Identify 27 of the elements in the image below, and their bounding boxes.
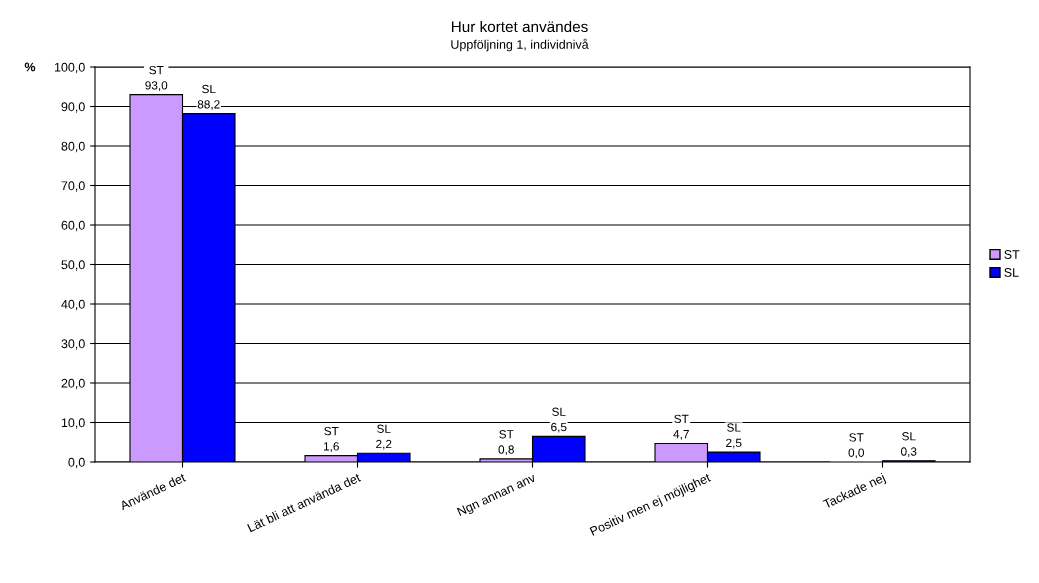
y-tick-label: 80,0 xyxy=(61,141,85,153)
y-tick-label: 10,0 xyxy=(61,418,85,429)
y-tick-label: 30,0 xyxy=(61,339,85,350)
chart-title: Hur kortet användes xyxy=(451,20,588,33)
y-tick-label: 40,0 xyxy=(61,299,85,311)
data-label: SL 2,2 xyxy=(376,424,392,450)
y-tick-label: 50,0 xyxy=(61,260,85,271)
data-label: SL 2,5 xyxy=(726,423,742,449)
data-label: SL 0,3 xyxy=(901,432,917,458)
data-label: SL 6,5 xyxy=(551,407,567,433)
data-label: ST 0,8 xyxy=(498,430,514,456)
legend-label: ST xyxy=(1004,250,1020,259)
x-tick-label: Ngn annan anv xyxy=(456,472,538,519)
y-tick-label: 90,0 xyxy=(61,102,85,113)
y-tick-label: 20,0 xyxy=(61,378,85,390)
data-label: ST 93,0 xyxy=(145,65,168,91)
y-axis-title: % xyxy=(24,62,36,72)
data-label: SL 88,2 xyxy=(197,84,220,110)
data-label: ST 1,6 xyxy=(323,426,339,452)
data-label: ST 0,0 xyxy=(848,433,864,459)
y-tick-label: 70,0 xyxy=(61,181,85,192)
y-tick-label: 0,0 xyxy=(68,457,85,469)
chart-subtitle: Uppföljning 1, individnivå xyxy=(451,38,589,52)
y-tick-label: 60,0 xyxy=(61,220,85,232)
y-tick-label: 100,0 xyxy=(54,62,85,74)
data-label: ST 4,7 xyxy=(673,414,689,440)
legend-label: SL xyxy=(1004,268,1019,277)
